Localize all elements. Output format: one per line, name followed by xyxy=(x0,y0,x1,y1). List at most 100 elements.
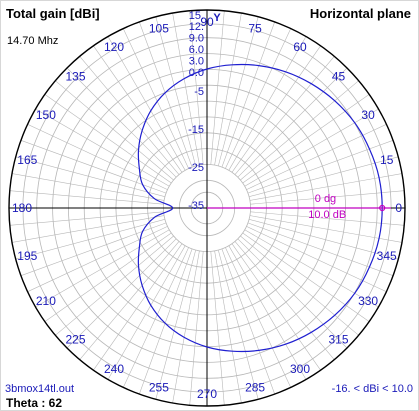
angle-tick-label: 60 xyxy=(293,40,307,54)
angle-tick-label: 330 xyxy=(358,294,378,308)
marker-point xyxy=(379,204,386,212)
grid-spoke xyxy=(55,235,174,336)
angle-tick-label: 45 xyxy=(332,70,346,84)
radial-tick-label: 15. xyxy=(189,10,204,22)
angle-tick-label: 315 xyxy=(328,333,348,347)
grid-spoke xyxy=(234,56,335,175)
angle-tick-label: 345 xyxy=(377,249,397,263)
radial-tick-label: -25 xyxy=(188,162,204,174)
grid-spoke xyxy=(240,80,359,181)
radial-tick-label: -35 xyxy=(188,200,204,212)
grid-spoke xyxy=(35,229,170,308)
angle-tick-label: 300 xyxy=(290,362,310,376)
grid-spoke xyxy=(218,16,259,166)
angle-tick-label: 180 xyxy=(12,201,32,215)
marker-gain-label: 10.0 dB xyxy=(308,209,346,221)
plane-label: Horizontal plane xyxy=(309,6,411,21)
grid-spoke xyxy=(11,173,165,201)
grid-spoke xyxy=(15,219,165,260)
grid-spoke xyxy=(221,248,275,395)
gain-marker: 0 dg 10.0 dB xyxy=(207,193,391,221)
grid-spoke xyxy=(249,219,399,260)
angle-tick-label: 135 xyxy=(65,70,85,84)
grid-spoke xyxy=(189,251,204,406)
grid-spoke xyxy=(250,211,405,226)
radial-tick-label: 12. xyxy=(189,21,204,33)
scale-range-label: -16. < dBi < 10.0 xyxy=(331,383,413,395)
grid-spoke xyxy=(155,250,196,400)
grid-spoke xyxy=(66,238,177,349)
grid-spoke xyxy=(237,238,348,349)
angle-tick-label: 270 xyxy=(197,387,217,401)
angle-tick-label: 240 xyxy=(104,362,124,376)
grid-spoke xyxy=(218,250,259,400)
grid-spoke xyxy=(172,250,200,404)
grid-spoke xyxy=(139,21,193,168)
grid-spoke xyxy=(11,215,165,243)
grid-spoke xyxy=(231,243,321,371)
angle-tick-label: 120 xyxy=(104,40,124,54)
grid-spoke xyxy=(155,16,196,166)
grid-spoke xyxy=(234,241,335,360)
chart-title: Total gain [dBi] xyxy=(6,6,100,21)
grid-spoke xyxy=(107,245,186,380)
grid-spoke xyxy=(79,56,180,175)
angle-tick-label: 210 xyxy=(36,294,56,308)
grid-spoke xyxy=(242,232,370,322)
angle-tick-label: 105 xyxy=(149,21,169,35)
angle-tick-label: 30 xyxy=(361,108,375,122)
grid-spoke xyxy=(225,247,291,388)
grid-spoke xyxy=(214,12,242,166)
radial-tick-label: -5 xyxy=(194,86,204,98)
grid-spoke xyxy=(240,235,359,336)
grid-spoke xyxy=(55,80,174,181)
grid-spoke xyxy=(249,215,403,243)
grid-spoke xyxy=(244,229,379,308)
grid-spoke xyxy=(225,28,291,169)
grid-spoke xyxy=(44,232,172,322)
grid-spoke xyxy=(93,45,183,173)
angle-tick-label: 255 xyxy=(149,381,169,395)
grid-spoke xyxy=(210,10,225,165)
angle-tick-labels: 0 15 30 45 60 75 90 105 120 135 150 165 180 195 210 225… xyxy=(12,12,402,401)
grid-spoke xyxy=(27,226,168,292)
grid-spoke xyxy=(210,251,225,406)
outer-ring xyxy=(8,9,406,407)
y-axis-marker: Y xyxy=(213,12,221,24)
angle-tick-label: 225 xyxy=(65,333,85,347)
grid-spoke xyxy=(66,67,177,178)
grid-spoke xyxy=(172,12,200,166)
grid-spoke xyxy=(244,108,379,187)
theta-label: Theta : 62 xyxy=(6,396,63,410)
radial-tick-label: -15 xyxy=(188,124,204,136)
grid-spoke xyxy=(15,156,165,197)
grid-spoke xyxy=(9,211,164,226)
radial-tick-labels: 15.12.9.06.03.00.0-5-15-25-35 xyxy=(188,10,204,212)
grid-spoke xyxy=(214,250,242,404)
angle-tick-label: 165 xyxy=(17,153,37,167)
grid-spoke xyxy=(250,190,405,205)
grid-spoke xyxy=(35,108,170,187)
radial-tick-label: 6.0 xyxy=(189,44,204,56)
grid-spoke xyxy=(228,245,307,380)
filename-label: 3bmox14tl.out xyxy=(5,383,75,395)
grid-spoke xyxy=(44,94,172,184)
gain-pattern-trace xyxy=(137,63,383,353)
grid-spoke xyxy=(139,248,193,395)
angle-tick-label: 195 xyxy=(17,249,37,263)
grid-spoke xyxy=(249,173,403,201)
frequency-label: 14.70 Mhz xyxy=(7,35,59,47)
grid-spoke xyxy=(189,10,204,165)
angle-tick-label: 285 xyxy=(245,381,265,395)
grid-spoke xyxy=(249,156,399,197)
radial-tick-label: 9.0 xyxy=(189,33,204,45)
angle-tick-label: 15 xyxy=(380,153,394,167)
angle-tick-label: 0 xyxy=(395,201,402,215)
grid-spoke xyxy=(228,36,307,171)
grid-spoke xyxy=(231,45,321,173)
angle-tick-label: 90 xyxy=(200,15,214,29)
grid-spoke xyxy=(242,94,370,184)
marker-angle-label: 0 dg xyxy=(315,193,336,205)
